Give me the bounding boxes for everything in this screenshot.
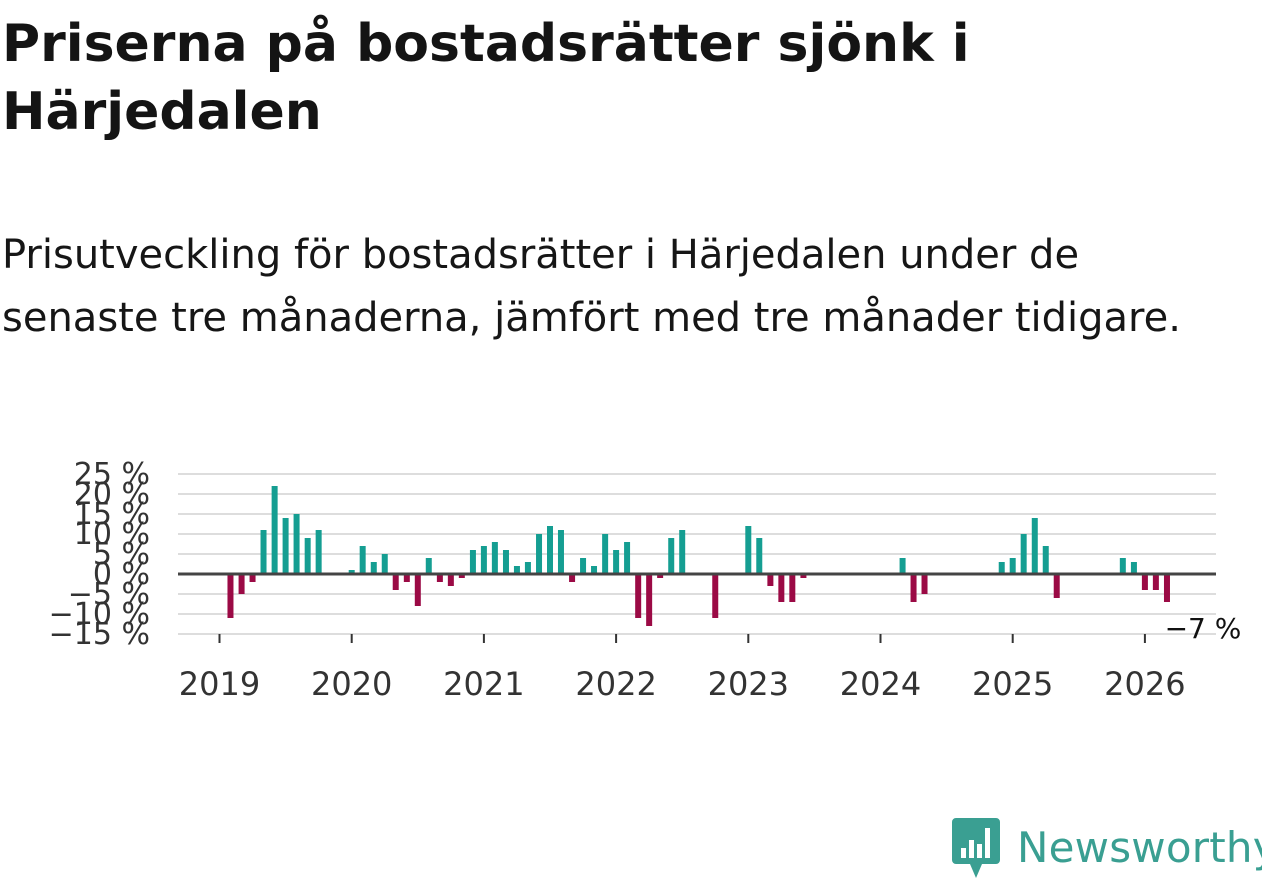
bar-60	[1163, 574, 1170, 602]
bar-24	[513, 566, 520, 574]
y-tick-label: −5 %	[68, 577, 150, 612]
y-tick-label: 10 %	[74, 517, 150, 552]
bar-54	[1042, 546, 1049, 574]
bar-5	[282, 518, 289, 574]
y-tick-label: −10 %	[49, 597, 150, 632]
bar-27	[547, 526, 553, 574]
y-tick-label: 5 %	[93, 537, 150, 572]
chart-title: Priserna på bostadsrätter sjönk i Härjed…	[2, 14, 970, 142]
bar-30	[580, 558, 587, 574]
bar-33	[613, 550, 620, 574]
y-axis-tick-labels: −15 %−10 %−5 %0 %5 %10 %15 %20 %25 %	[49, 457, 150, 652]
bar-28	[557, 530, 564, 574]
bar-58	[1141, 574, 1148, 590]
bar-34	[624, 542, 631, 574]
y-tick-label: 20 %	[74, 477, 150, 512]
bar-50	[998, 562, 1005, 574]
bar-7	[304, 538, 311, 574]
bar-39	[679, 530, 686, 574]
bar-13	[392, 574, 399, 590]
bar-0	[227, 574, 234, 618]
bar-11	[370, 562, 377, 574]
bar-51	[1009, 558, 1016, 574]
bar-2	[249, 574, 256, 582]
x-axis-ticks: 2019 2020 2021 2022 2023 2024 2025 2026	[179, 634, 1186, 703]
bar-46	[800, 574, 807, 578]
bar-21	[480, 546, 487, 574]
y-tick-label: 25 %	[74, 457, 150, 492]
bar-43	[767, 574, 774, 586]
bar-16	[425, 558, 432, 574]
x-tick-label: 2022	[575, 665, 656, 703]
bar-47	[899, 558, 906, 574]
bar-9	[348, 570, 355, 574]
newsworthy-bar-chart-icon	[952, 818, 1000, 878]
bar-29	[569, 574, 576, 582]
bar-1	[238, 574, 245, 594]
bar-41	[745, 526, 752, 574]
bar-23	[502, 550, 509, 574]
bar-6	[293, 514, 300, 574]
x-tick-label: 2025	[972, 665, 1053, 703]
bar-35	[635, 574, 642, 618]
newsworthy-brand: Newsworthy	[952, 818, 1262, 878]
y-tick-label: −15 %	[49, 617, 150, 652]
bar-22	[491, 542, 498, 574]
last-value-annotation: −7 %	[1165, 612, 1242, 645]
brand-name: Newsworthy	[1017, 823, 1262, 872]
bar-52	[1020, 534, 1027, 574]
y-tick-label: 0 %	[93, 557, 150, 592]
bar-59	[1152, 574, 1159, 590]
bar-19	[458, 574, 465, 578]
grid-lines	[178, 473, 1216, 635]
bar-4	[271, 486, 278, 574]
bar-38	[668, 538, 675, 574]
bar-40	[712, 574, 719, 618]
bar-55	[1053, 574, 1060, 598]
bar-20	[469, 550, 476, 574]
bar-32	[602, 534, 609, 574]
bar-18	[447, 574, 454, 586]
bar-3	[260, 530, 267, 574]
bar-31	[591, 566, 598, 574]
bar-17	[436, 574, 443, 582]
bar-8	[315, 530, 322, 574]
x-tick-label: 2019	[179, 665, 260, 703]
bar-45	[789, 574, 796, 602]
bar-37	[657, 574, 664, 578]
bar-36	[646, 574, 653, 626]
bar-chart: −15 %−10 %−5 %0 %5 %10 %15 %20 %25 % 201…	[49, 457, 1242, 703]
bar-49	[921, 574, 928, 594]
bar-15	[414, 574, 421, 606]
bar-25	[524, 562, 531, 574]
annotation-label: −7 %	[1165, 612, 1242, 645]
bar-53	[1031, 518, 1038, 574]
bar-series	[227, 486, 1170, 626]
bar-57	[1130, 562, 1137, 574]
x-tick-label: 2021	[443, 665, 524, 703]
bar-42	[756, 538, 763, 574]
bar-48	[910, 574, 917, 602]
y-tick-label: 15 %	[74, 497, 150, 532]
bar-44	[778, 574, 785, 602]
bar-10	[359, 546, 366, 574]
x-tick-label: 2026	[1104, 665, 1185, 703]
bar-14	[403, 574, 410, 582]
x-tick-label: 2020	[311, 665, 392, 703]
bar-26	[536, 534, 543, 574]
x-tick-label: 2023	[708, 665, 789, 703]
x-tick-label: 2024	[840, 665, 921, 703]
bar-56	[1119, 558, 1126, 574]
bar-12	[381, 554, 388, 574]
chart-subtitle: Prisutveckling för bostadsrätter i Härje…	[2, 232, 1181, 341]
